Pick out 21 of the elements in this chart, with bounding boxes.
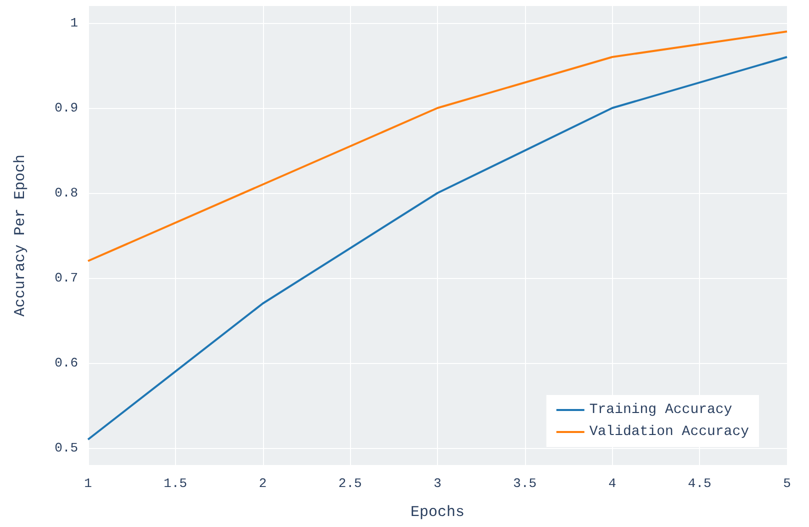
x-tick-label: 4 [608,476,616,491]
x-axis-title: Epochs [410,504,465,521]
y-axis-title: Accuracy Per Epoch [12,154,29,317]
x-tick-label: 3 [434,476,442,491]
y-tick-label: 0.5 [54,440,78,456]
x-tick-label: 1.5 [164,476,188,491]
line-series [87,30,788,262]
x-tick-label: 5 [783,476,791,491]
x-tick-label: 2 [258,476,267,491]
x-tick-label: 1 [84,476,92,491]
legend-label: Validation Accuracy [589,424,750,440]
legend-label: Training Accuracy [589,402,732,418]
y-tick-label: 0.8 [54,186,78,200]
y-tick-label: 1 [70,16,78,30]
line-series [87,56,788,440]
y-tick-label: 0.7 [54,270,78,286]
y-tick-label: 0.9 [54,100,78,116]
x-tick-label: 4.5 [688,476,712,491]
y-tick-label: 0.6 [54,356,78,370]
x-tick-label: 3.5 [513,476,537,491]
x-tick-label: 2.5 [338,476,362,491]
